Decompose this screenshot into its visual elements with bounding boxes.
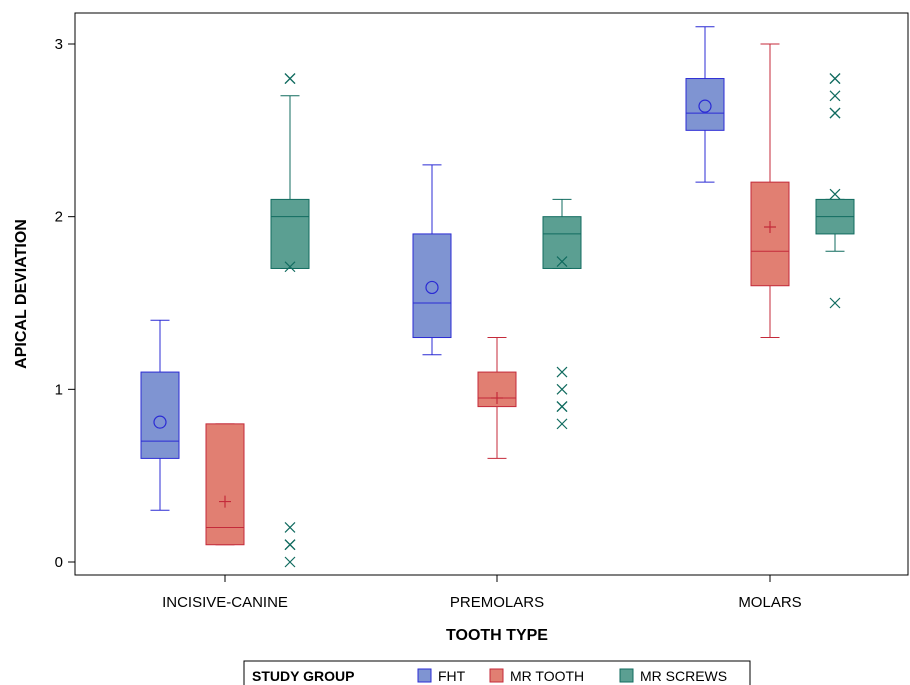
outlier-point	[556, 418, 568, 430]
outlier-point	[284, 539, 296, 551]
x-tick-label: PREMOLARS	[450, 594, 544, 611]
mean-marker	[153, 415, 167, 429]
box-iqr	[412, 233, 452, 339]
legend-swatch	[619, 668, 634, 683]
x-tick-label: INCISIVE-CANINE	[162, 594, 288, 611]
series-mr-tooth	[205, 43, 790, 546]
series-fht	[140, 26, 725, 511]
outlier-point	[284, 73, 296, 84]
outlier-point	[556, 401, 568, 413]
y-tick-label: 3	[55, 36, 63, 53]
mean-marker	[698, 99, 712, 113]
outlier-point	[829, 73, 841, 84]
legend-label: FHT	[438, 668, 466, 684]
legend-label: MR TOOTH	[510, 668, 584, 684]
box-iqr	[270, 198, 310, 269]
plot-frame	[74, 12, 909, 576]
y-axis: 0 1 2 3	[55, 36, 75, 571]
box-iqr	[205, 423, 245, 546]
series-mr-screws	[270, 73, 855, 568]
box-iqr	[140, 371, 180, 459]
box-iqr	[685, 78, 725, 131]
outlier-point	[556, 383, 568, 395]
outlier-point	[829, 90, 841, 102]
mean-marker	[219, 495, 231, 508]
legend-frame	[243, 660, 751, 685]
legend: STUDY GROUP FHT MR TOOTH MR SCREWS	[243, 660, 751, 685]
outlier-point	[829, 107, 841, 119]
legend-swatch	[489, 668, 504, 683]
y-tick-label: 1	[55, 381, 63, 398]
box-iqr	[750, 181, 790, 287]
outlier-point	[284, 556, 296, 568]
mean-marker	[829, 188, 841, 200]
outlier-point	[556, 366, 568, 378]
mean-marker	[425, 280, 439, 295]
mean-marker	[556, 256, 568, 267]
legend-entries: FHT MR TOOTH MR SCREWS	[417, 668, 727, 684]
outlier-point	[284, 522, 296, 533]
legend-label: MR SCREWS	[640, 668, 727, 684]
legend-title: STUDY GROUP	[252, 668, 354, 684]
mean-marker	[764, 221, 776, 234]
x-axis: INCISIVE-CANINE PREMOLARS MOLARS	[162, 575, 802, 611]
x-axis-title: TOOTH TYPE	[446, 627, 548, 644]
mean-marker	[491, 391, 503, 404]
y-axis-title: APICAL DEVIATION	[13, 219, 30, 369]
box-series	[140, 26, 855, 568]
x-tick-label: MOLARS	[738, 594, 801, 611]
mean-marker	[284, 261, 296, 273]
outlier-point	[829, 297, 841, 309]
box-iqr	[542, 216, 582, 269]
y-tick-label: 0	[55, 554, 63, 571]
y-tick-label: 2	[55, 209, 63, 226]
legend-swatch	[417, 668, 432, 683]
